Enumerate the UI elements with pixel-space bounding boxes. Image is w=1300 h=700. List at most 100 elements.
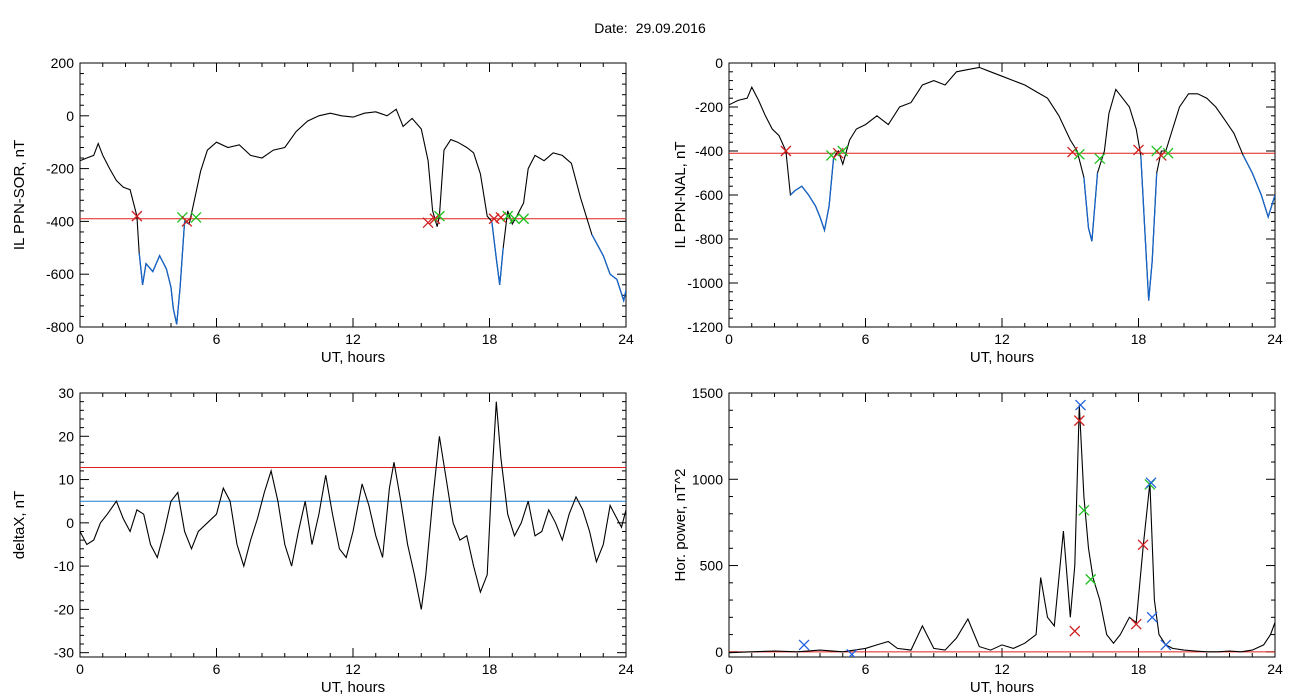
y-tick-label: 1500 — [692, 385, 723, 401]
y-tick-label: 20 — [58, 428, 74, 444]
marker-blue — [1145, 477, 1157, 489]
panel-3: 0 6 12 18 24 -30 -20 -10 0 10 20 30 UT, hours deltaX,… — [11, 385, 634, 696]
marker-red — [1073, 415, 1085, 427]
marker-red — [780, 145, 792, 157]
substorm-segment — [1140, 155, 1158, 301]
marker-red — [1067, 146, 1078, 158]
x-axis-label: UT, hours — [321, 349, 385, 366]
y-axis-label: IL PPN-NAL, nT — [672, 142, 689, 249]
y-tick-label: 0 — [715, 644, 723, 660]
y-tick-label: -20 — [54, 601, 74, 617]
x-tick-label: 12 — [994, 661, 1010, 677]
marker-green — [1073, 148, 1085, 160]
plot-area — [80, 108, 626, 325]
y-tick-label: -10 — [54, 558, 74, 574]
panel-4: 0 6 12 18 24 0 500 1000 1500 UT, hours Hor. power,… — [672, 385, 1283, 696]
x-tick-label: 0 — [76, 331, 84, 347]
panel-1: 0 6 12 18 24 -800 -600 -400 -200 0 200 UT, hours IL … — [11, 55, 634, 366]
y-tick-label: -400 — [695, 143, 723, 159]
y-tick-label: -200 — [695, 99, 723, 115]
x-tick-label: 18 — [1131, 331, 1147, 347]
x-tick-label: 12 — [345, 331, 361, 347]
marker-red — [1133, 144, 1144, 156]
x-axis-label: UT, hours — [321, 679, 385, 696]
substorm-segment — [1242, 155, 1275, 220]
y-tick-label: -600 — [46, 266, 74, 282]
substorm-segment — [1083, 172, 1099, 242]
x-tick-label: 18 — [1131, 661, 1147, 677]
y-tick-label: 200 — [51, 55, 75, 71]
marker-green — [837, 145, 849, 157]
marker-green — [1085, 573, 1097, 585]
y-tick-label: -800 — [695, 231, 723, 247]
substorm-segment — [138, 220, 190, 325]
y-tick-label: 10 — [58, 472, 74, 488]
y-tick-label: 0 — [66, 515, 74, 531]
y-tick-label: 500 — [700, 558, 724, 574]
substorm-segment — [591, 234, 626, 304]
marker-red — [1137, 539, 1149, 551]
x-tick-label: 0 — [725, 331, 733, 347]
marker-blue — [798, 639, 810, 651]
marker-green — [502, 210, 514, 222]
y-tick-label: -600 — [695, 187, 723, 203]
marker-green — [1094, 153, 1106, 165]
marker-green — [518, 213, 530, 225]
marker-blue — [1146, 611, 1158, 623]
plot-frame — [728, 62, 1276, 328]
plot-area — [729, 66, 1275, 301]
x-tick-label: 0 — [725, 661, 733, 677]
x-axis-label: UT, hours — [970, 679, 1034, 696]
y-tick-label: 1000 — [692, 471, 723, 487]
series-line — [80, 401, 626, 610]
y-tick-label: -30 — [54, 645, 74, 661]
y-tick-label: 0 — [66, 108, 74, 124]
marker-red — [181, 215, 193, 227]
y-tick-label: -1000 — [687, 275, 723, 291]
marker-blue — [1075, 399, 1086, 411]
marker-red — [1155, 149, 1167, 161]
y-axis-label: IL PPN-SOR, nT — [11, 140, 28, 250]
marker-blue — [846, 648, 858, 657]
series-line — [729, 66, 1275, 301]
x-tick-label: 0 — [76, 661, 84, 677]
y-tick-label: -1200 — [687, 319, 723, 335]
x-tick-label: 24 — [618, 331, 634, 347]
x-axis-label: UT, hours — [970, 349, 1034, 366]
date-title: Date: 29.09.2016 — [0, 20, 1300, 36]
y-tick-label: -800 — [46, 319, 74, 335]
y-tick-label: 0 — [715, 55, 723, 71]
x-tick-label: 24 — [618, 661, 634, 677]
marker-red — [495, 211, 507, 223]
substorm-segment — [789, 157, 835, 233]
marker-green — [825, 149, 837, 161]
marker-red — [1069, 625, 1081, 637]
y-axis-label: Hor. power, nT^2 — [672, 469, 689, 582]
y-tick-label: 30 — [58, 385, 74, 401]
y-tick-label: -400 — [46, 213, 74, 229]
marker-green — [509, 213, 520, 225]
x-tick-label: 6 — [213, 331, 221, 347]
marker-blue — [1160, 639, 1172, 651]
marker-green — [1162, 147, 1174, 159]
x-tick-label: 6 — [862, 331, 870, 347]
y-axis-label: deltaX, nT — [11, 491, 28, 559]
plot-frame — [79, 62, 627, 328]
marker-red — [1130, 618, 1142, 630]
marker-green — [1078, 504, 1090, 516]
series-line — [80, 108, 626, 325]
plot-area — [729, 399, 1275, 657]
marker-red — [422, 217, 434, 229]
x-tick-label: 24 — [1267, 661, 1283, 677]
x-tick-label: 6 — [862, 661, 870, 677]
substorm-segment — [491, 221, 504, 285]
plot-frame — [728, 392, 1276, 658]
x-tick-label: 12 — [345, 661, 361, 677]
panel-2: 0 6 12 18 24 -1200 -1000 -800 -600 -400 -200 0 UT, h… — [672, 55, 1283, 366]
series-line — [729, 405, 1275, 654]
marker-green — [433, 210, 445, 222]
marker-green — [190, 211, 202, 223]
x-tick-label: 6 — [213, 661, 221, 677]
x-tick-label: 18 — [482, 331, 498, 347]
